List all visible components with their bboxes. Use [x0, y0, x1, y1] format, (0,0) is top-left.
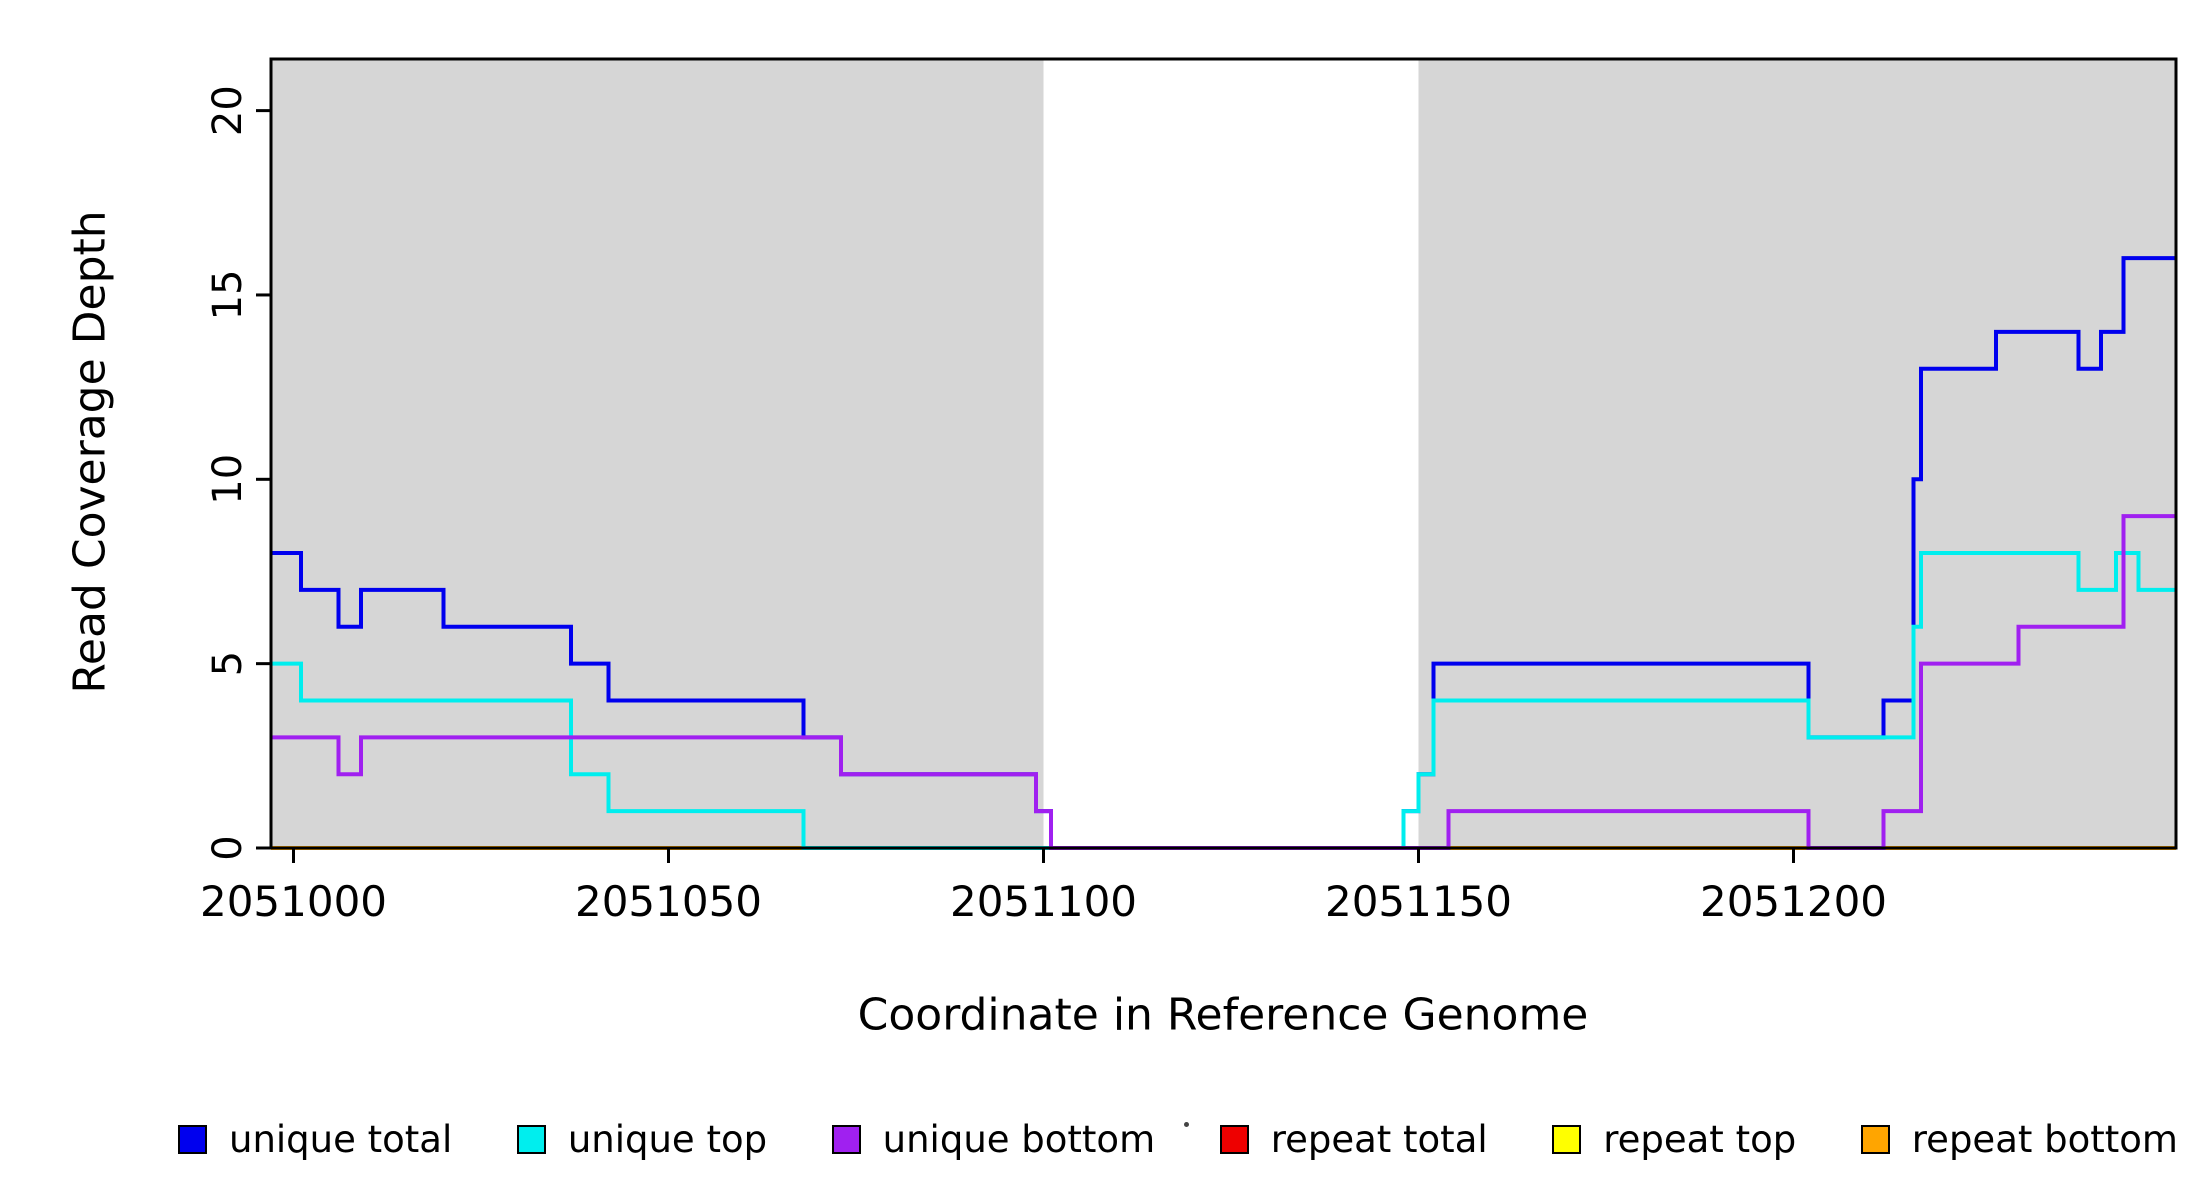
series-line-unique-top [271, 551, 2176, 850]
legend-swatch-unique-total [178, 1125, 207, 1154]
y-tick-label: 20 [205, 85, 251, 136]
y-tick-label: 10 [205, 454, 251, 505]
legend-item-unique-top: unique top [516, 1118, 768, 1161]
y-tick-label: 15 [205, 270, 251, 321]
y-axis-title: Read Coverage Depth [64, 210, 116, 694]
plot-box [269, 57, 2178, 850]
x-tick-label: 2051050 [575, 877, 762, 926]
legend-swatch-unique-top [516, 1125, 546, 1154]
legend-label-unique-bottom: unique bottom [882, 1118, 1156, 1161]
legend-swatch-repeat-top [1552, 1125, 1582, 1154]
x-tick-label: 2051100 [950, 877, 1137, 926]
y-tick-label: 5 [205, 651, 251, 676]
legend: unique total unique top unique bottom repea… [178, 1118, 2178, 1161]
legend-item-unique-bottom: unique bottom [831, 1118, 1156, 1161]
y-tick-label: 0 [205, 835, 251, 860]
legend-item-repeat-total: repeat total [1219, 1118, 1488, 1161]
legend-label-repeat-top: repeat top [1603, 1118, 1797, 1161]
legend-label-unique-total: unique total [229, 1118, 453, 1161]
legend-swatch-repeat-total [1219, 1125, 1249, 1154]
stray-dot-mark [1184, 1122, 1189, 1127]
legend-swatch-unique-bottom [831, 1125, 861, 1154]
x-tick-label: 2051150 [1325, 877, 1512, 926]
legend-label-repeat-total: repeat total [1270, 1118, 1488, 1161]
legend-swatch-repeat-bottom [1860, 1125, 1890, 1154]
legend-item-repeat-bottom: repeat bottom [1860, 1118, 2178, 1161]
series-line-unique-bottom [271, 514, 2176, 850]
x-tick-label: 2051200 [1700, 877, 1887, 926]
legend-item-unique-total: unique total [178, 1118, 452, 1161]
legend-label-unique-top: unique top [567, 1118, 768, 1161]
x-tick-label: 2051000 [200, 877, 387, 926]
x-axis-title: Coordinate in Reference Genome [857, 989, 1589, 1041]
shaded-region [271, 59, 1044, 848]
coverage-chart-canvas: 2051000 2051050 2051100 2051150 2051200 0 5 10 1… [200, 57, 2178, 926]
legend-item-repeat-top: repeat top [1552, 1118, 1796, 1161]
legend-label-repeat-bottom: repeat bottom [1911, 1118, 2178, 1161]
shaded-region [1418, 59, 2176, 848]
